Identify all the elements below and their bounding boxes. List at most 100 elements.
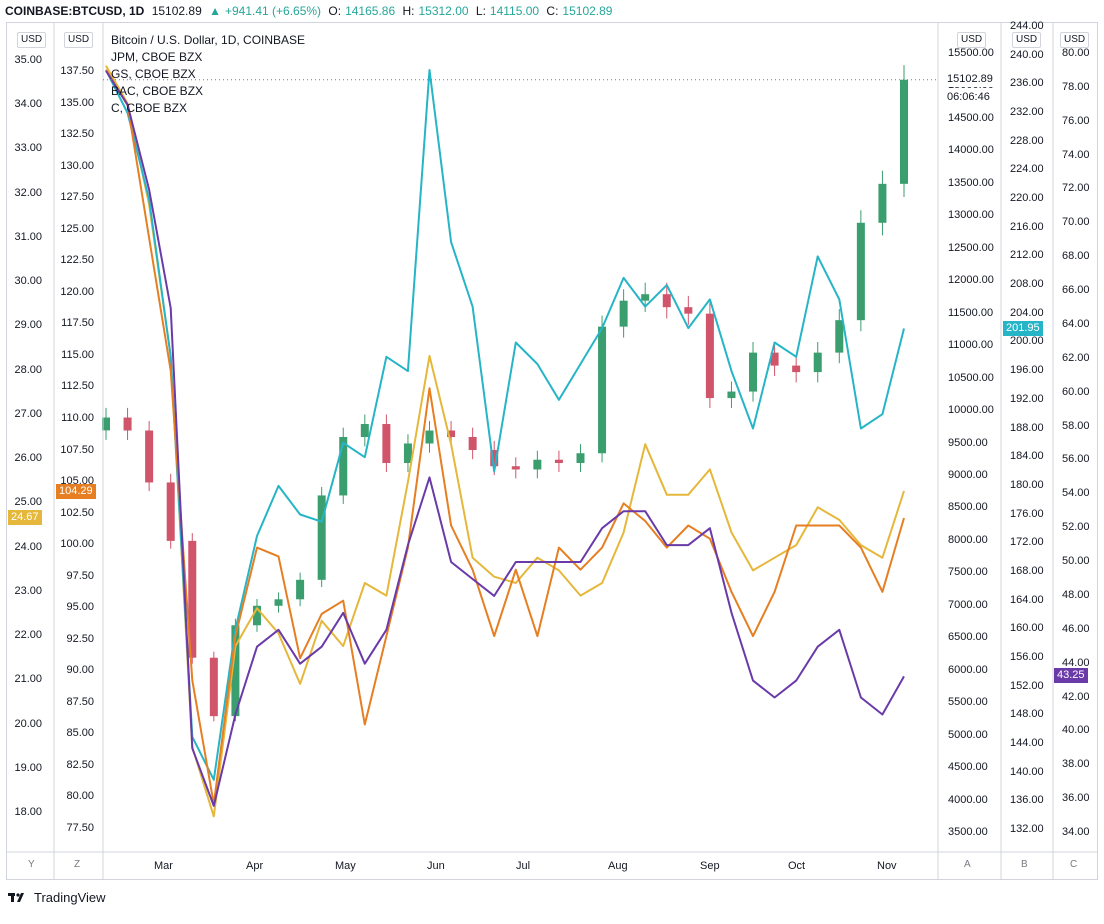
btc-candle: [403, 443, 412, 463]
corner-c[interactable]: C: [1070, 859, 1078, 870]
btc-candle: [252, 605, 261, 626]
btc-candle: [447, 430, 456, 438]
right3-scale-button[interactable]: USD: [1060, 32, 1090, 48]
left1-axis-tick: 21.00: [14, 673, 42, 686]
left2-axis-tick: 125.00: [60, 222, 94, 235]
legend-item-bac[interactable]: BAC, CBOE BZX: [111, 84, 204, 98]
time-axis-label-aug: Aug: [608, 860, 628, 872]
corner-z[interactable]: Z: [74, 859, 81, 870]
bac-price-badge: 24.67: [8, 510, 42, 525]
btc-candle: [425, 430, 434, 444]
right3-axis-tick: 62.00: [1062, 351, 1090, 364]
corner-b[interactable]: B: [1021, 859, 1028, 870]
btc-candle: [209, 657, 218, 717]
left1-axis-tick: 19.00: [14, 761, 42, 774]
left2-axis-tick: 137.50: [60, 65, 94, 77]
right2-axis-tick: 136.00: [1010, 794, 1044, 807]
right2-axis-tick: 152.00: [1010, 679, 1044, 692]
right1-axis-tick: 7500.00: [948, 566, 988, 579]
right3-axis-tick: 48.00: [1062, 588, 1090, 601]
right3-axis-tick: 74.00: [1062, 148, 1090, 161]
bac-series-line[interactable]: [105, 69, 905, 806]
corner-a[interactable]: A: [964, 859, 971, 870]
btc-candle: [296, 579, 305, 600]
right3-axis-tick: 60.00: [1062, 385, 1090, 398]
right2-axis-tick: 212.00: [1010, 249, 1044, 262]
right1-axis-tick: 14500.00: [948, 111, 994, 124]
high-value: 15312.00: [418, 4, 469, 18]
right1-axis-tick: 6500.00: [948, 631, 988, 644]
btc-candle: [662, 294, 671, 308]
left1-axis-tick: 22.00: [14, 629, 42, 642]
right2-axis-tick: 224.00: [1010, 163, 1044, 176]
right2-axis-tick: 200.00: [1010, 335, 1044, 348]
legend-main-series[interactable]: Bitcoin / U.S. Dollar, 1D, COINBASE: [111, 33, 306, 47]
right1-axis-tick: 9000.00: [948, 468, 988, 481]
left2-scale-button[interactable]: USD: [64, 32, 94, 48]
btc-candle: [770, 352, 779, 366]
btc-candle: [856, 222, 865, 321]
left2-axis-tick: 130.00: [60, 159, 94, 172]
right2-axis-tick: 240.00: [1010, 48, 1044, 61]
right3-axis-tick: 54.00: [1062, 487, 1090, 500]
right3-axis-tick: 56.00: [1062, 453, 1090, 466]
right2-axis-tick: 140.00: [1010, 765, 1044, 778]
time-axis-label-jul: Jul: [516, 860, 531, 872]
btc-candle: [533, 459, 542, 470]
legend-item-jpm[interactable]: JPM, CBOE BZX: [111, 50, 203, 64]
low-label: L:: [475, 4, 486, 18]
right1-scale-button[interactable]: USD: [957, 32, 987, 48]
btc-candle: [554, 459, 563, 463]
right1-axis-tick: 8500.00: [948, 501, 988, 514]
right2-axis-tick: 172.00: [1010, 536, 1044, 549]
left1-axis-tick: 18.00: [14, 806, 42, 818]
btc-candle: [231, 625, 240, 717]
right3-axis-tick: 76.00: [1062, 114, 1090, 127]
left1-scale-button[interactable]: USD: [17, 32, 47, 48]
left1-axis-tick: 27.00: [14, 407, 42, 420]
open-value: 14165.86: [345, 4, 396, 18]
right2-axis-tick: 204.00: [1010, 306, 1044, 319]
right2-scale-button[interactable]: USD: [1012, 32, 1042, 48]
right2-axis-tick: 220.00: [1010, 192, 1044, 205]
left2-axis-tick: 110.00: [61, 411, 94, 424]
right1-axis-tick: 3500.00: [948, 826, 988, 838]
right2-axis-tick: 148.00: [1010, 708, 1044, 721]
left1-axis-tick: 28.00: [14, 363, 42, 376]
c-series-line[interactable]: [105, 70, 905, 807]
footer-brand[interactable]: TradingView: [8, 886, 106, 908]
right1-axis-tick: 13500.00: [948, 176, 994, 189]
legend-item-c[interactable]: C, CBOE BZX: [111, 101, 188, 115]
btc-candle: [166, 482, 175, 541]
left2-axis-tick: 77.50: [66, 822, 94, 834]
corner-y[interactable]: Y: [28, 859, 35, 870]
left2-axis-tick: 97.50: [66, 569, 94, 582]
gs-price-badge: 201.95: [1003, 321, 1043, 336]
right2-axis-tick: 228.00: [1010, 134, 1044, 147]
left2-axis-tick: 135.00: [60, 96, 94, 109]
right1-axis-tick: 10000.00: [948, 404, 994, 417]
right1-axis-tick: 5500.00: [948, 696, 988, 709]
left1-axis-tick: 20.00: [14, 717, 42, 730]
legend-item-gs[interactable]: GS, CBOE BZX: [111, 67, 196, 81]
left1-axis-tick: 30.00: [14, 275, 42, 288]
price-change: +941.41 (+6.65%): [224, 4, 322, 18]
symbol-label[interactable]: COINBASE:BTCUSD, 1D: [5, 4, 145, 18]
right1-axis-tick: 15500.00: [948, 47, 994, 59]
time-axis-label-jun: Jun: [427, 860, 445, 872]
gs-series-line[interactable]: [105, 69, 905, 781]
right1-axis-tick: 9500.00: [948, 436, 988, 449]
right2-axis-tick: 208.00: [1010, 278, 1044, 291]
left2-axis-tick: 92.50: [66, 632, 94, 645]
left1-axis-tick: 31.00: [14, 230, 42, 243]
btc-candle: [598, 326, 607, 454]
c-price-badge: 43.25: [1054, 668, 1088, 683]
left2-axis-tick: 107.50: [60, 443, 94, 456]
btc-price-badge: 15102.89: [944, 72, 996, 87]
right2-axis-tick: 176.00: [1010, 507, 1044, 520]
right3-axis-tick: 38.00: [1062, 758, 1090, 771]
btc-candle: [792, 365, 801, 373]
right1-axis-tick: 7000.00: [948, 598, 988, 611]
btc-candle: [339, 437, 348, 496]
